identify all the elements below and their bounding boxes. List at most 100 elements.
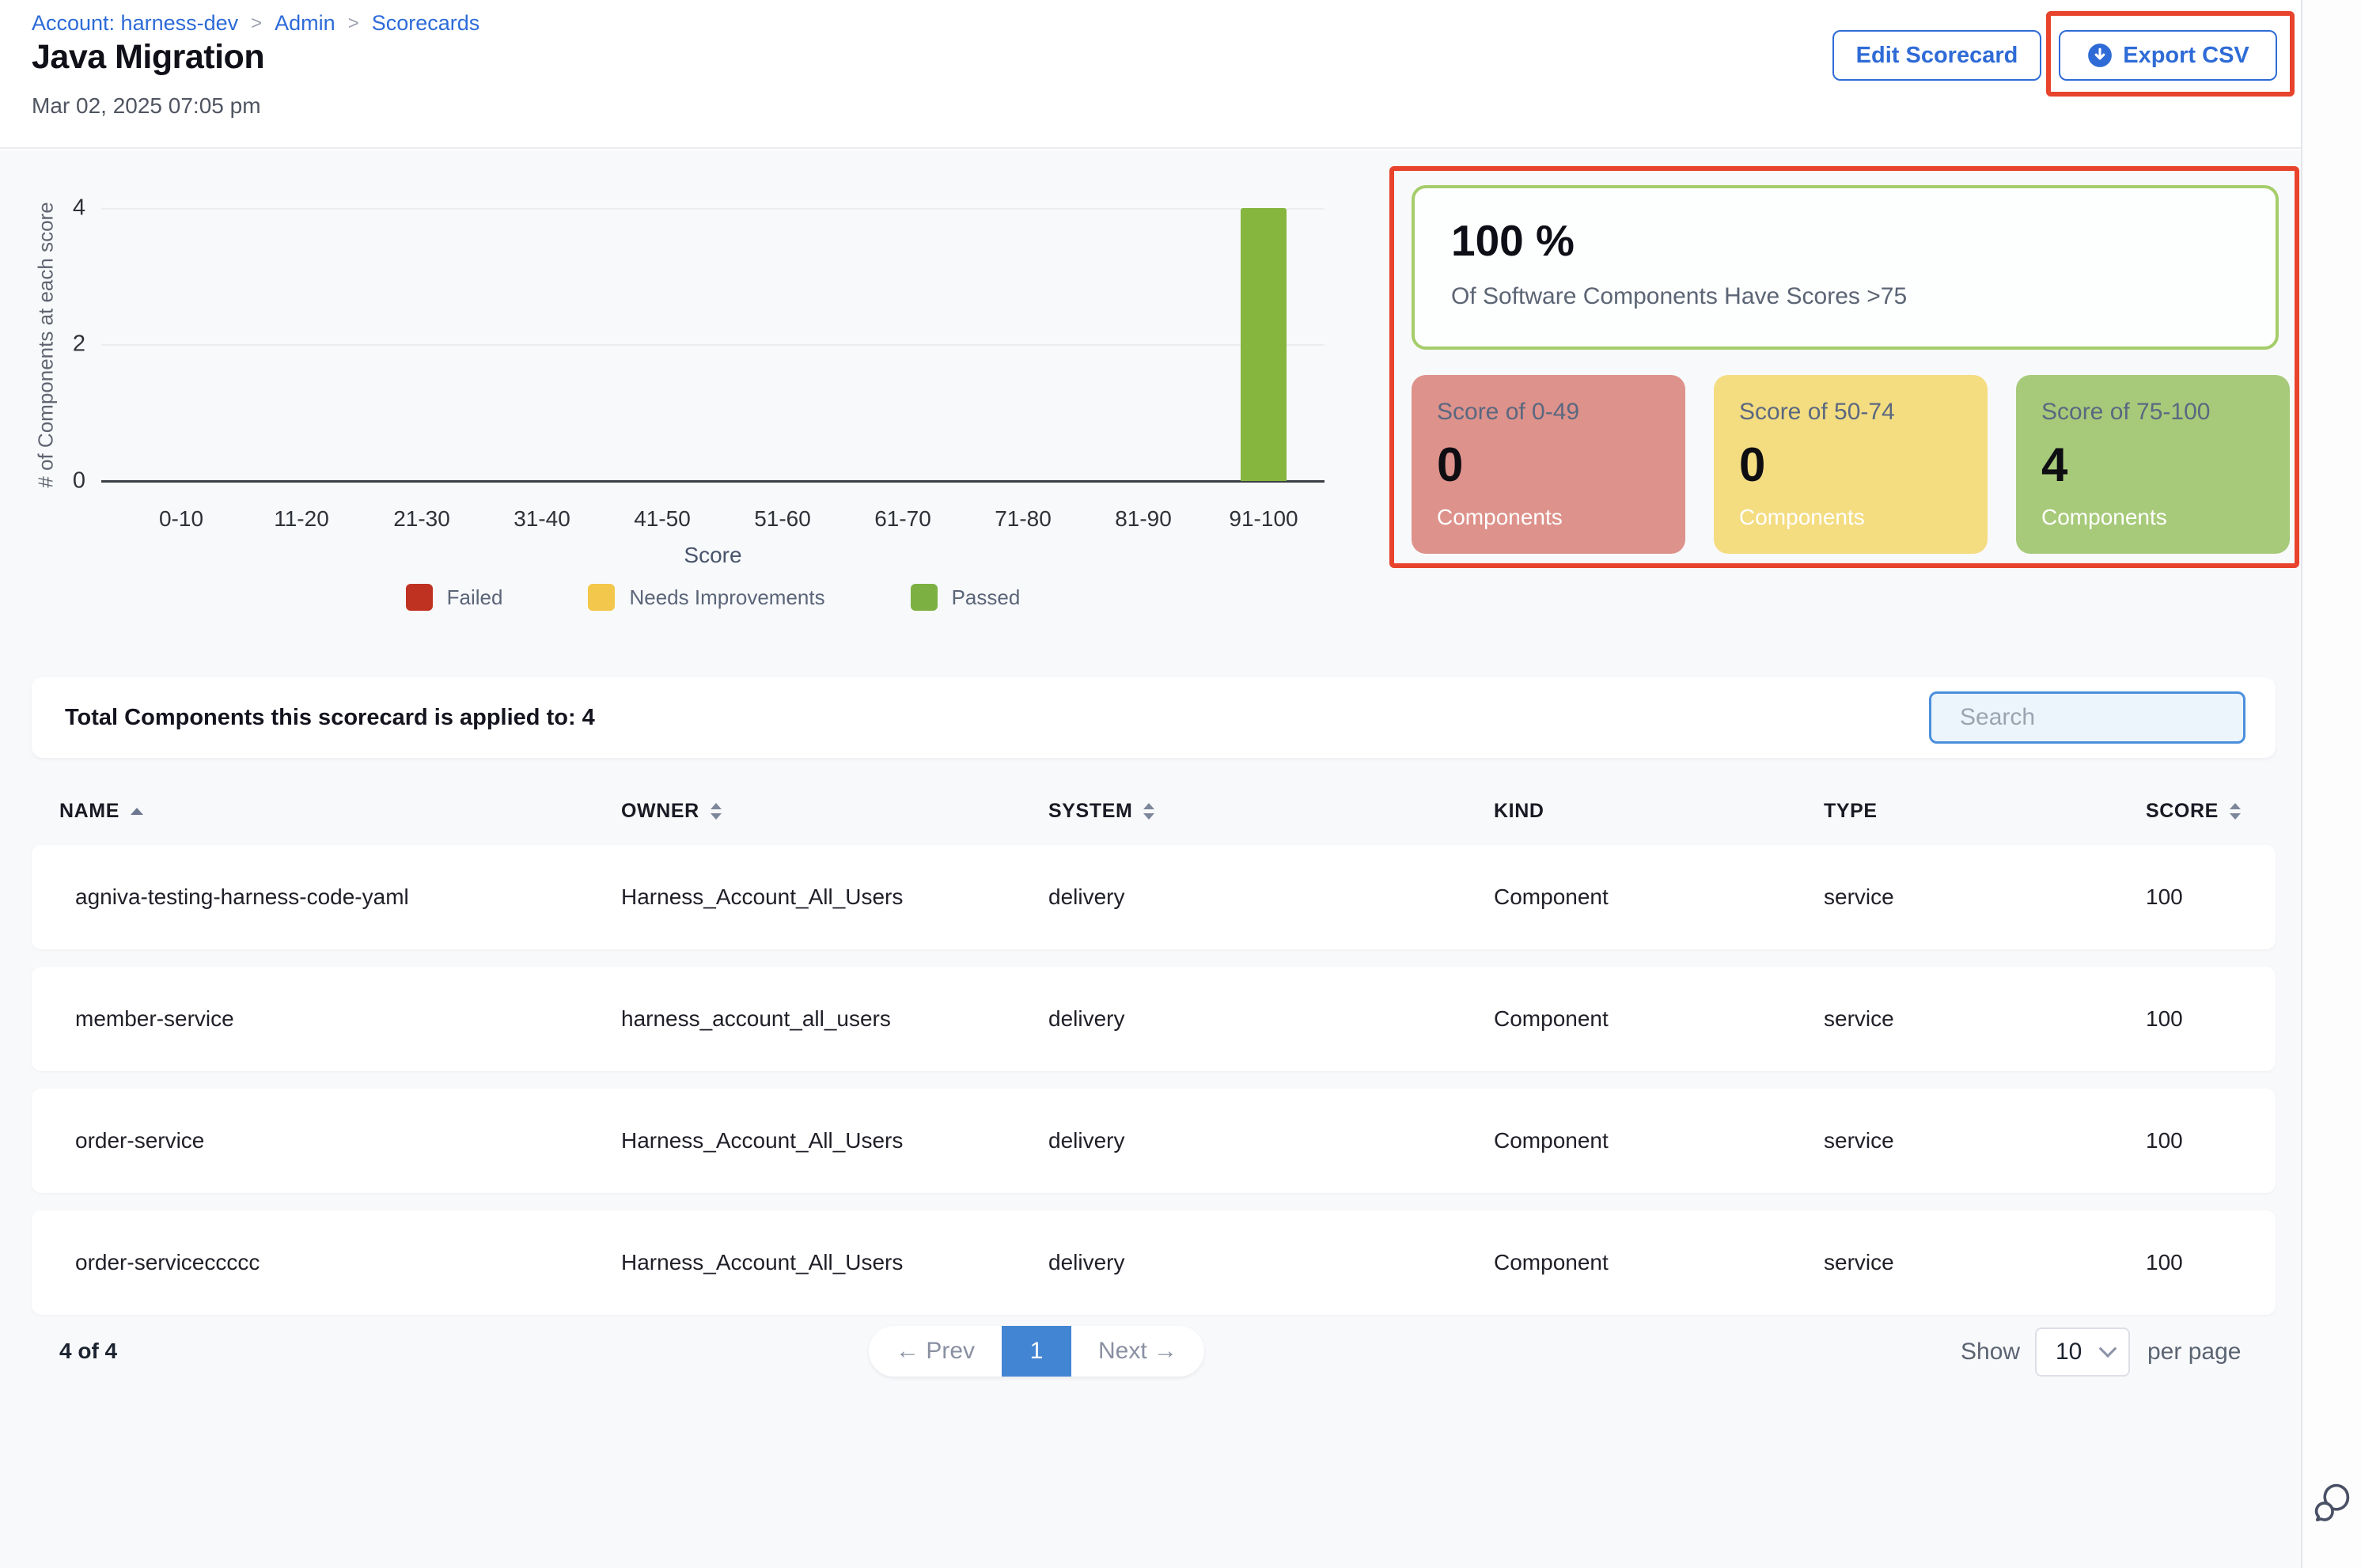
chart-x-axis-title: Score (684, 543, 742, 567)
column-header-kind[interactable]: KIND (1494, 800, 1824, 823)
page-timestamp: Mar 02, 2025 07:05 pm (32, 93, 261, 118)
cell-type: service (1824, 884, 1894, 909)
percent-caption: Of Software Components Have Scores >75 (1451, 283, 1908, 309)
x-tick-label: 11-20 (274, 506, 329, 531)
page-1-button[interactable]: 1 (1002, 1326, 1071, 1377)
column-header-system[interactable]: SYSTEM (1048, 800, 1494, 823)
x-tick-label: 71-80 (995, 506, 1052, 531)
sort-icon (1143, 802, 1155, 820)
cell-owner: Harness_Account_All_Users (621, 1250, 904, 1274)
export-csv-button[interactable]: Export CSV (2059, 30, 2277, 81)
breadcrumb: Account: harness-dev > Admin > Scorecard… (32, 11, 479, 36)
table-row[interactable]: order-serviceccccc Harness_Account_All_U… (32, 1210, 2276, 1315)
cell-system: delivery (1048, 1128, 1125, 1153)
gridline-4 (101, 208, 1325, 210)
page-title: Java Migration (32, 38, 265, 76)
table-header-row: NAME OWNER SYSTEM KIND TYPE SCORE (32, 793, 2276, 829)
x-tick-label: 61-70 (874, 506, 931, 531)
cell-name: order-service (75, 1128, 205, 1153)
cell-name: agniva-testing-harness-code-yaml (75, 884, 409, 909)
bar-91-100 (1241, 208, 1287, 481)
legend-label: Passed (951, 585, 1021, 609)
column-header-name[interactable]: NAME (59, 800, 621, 823)
per-page-value: 10 (2056, 1339, 2082, 1365)
x-tick-label: 31-40 (514, 506, 570, 531)
table-row[interactable]: member-service harness_account_all_users… (32, 967, 2276, 1071)
search-box[interactable] (1929, 691, 2265, 744)
per-page-select[interactable]: 10 (2035, 1327, 2130, 1377)
cell-type: service (1824, 1006, 1894, 1031)
prev-page-button[interactable]: ← Prev (895, 1338, 976, 1364)
score-card-count: 4 (2041, 438, 2068, 491)
score-card-title: Score of 50-74 (1739, 399, 1895, 425)
score-card-75-100: Score of 75-100 4 Components (2016, 375, 2290, 554)
gridline-2 (101, 344, 1325, 346)
cell-owner: harness_account_all_users (621, 1006, 891, 1031)
y-tick-2: 2 (72, 331, 85, 357)
cell-name: member-service (75, 1006, 234, 1031)
cell-score: 100 (2146, 1250, 2183, 1274)
x-tick-label: 91-100 (1229, 506, 1298, 531)
cell-system: delivery (1048, 1006, 1125, 1031)
pagination: ← Prev 1 Next → (869, 1326, 1204, 1377)
row-range-label: 4 of 4 (59, 1339, 118, 1363)
show-label: Show (1961, 1339, 2021, 1365)
cell-name: order-serviceccccc (75, 1250, 260, 1274)
score-card-unit: Components (1437, 505, 1563, 529)
score-card-title: Score of 0-49 (1437, 399, 1580, 425)
edit-scorecard-label: Edit Scorecard (1855, 42, 2018, 68)
table-row[interactable]: agniva-testing-harness-code-yaml Harness… (32, 845, 2276, 949)
failed-swatch-icon (405, 584, 433, 611)
right-rail (2301, 0, 2361, 1568)
column-label: NAME (59, 799, 120, 822)
x-tick-label: 51-60 (754, 506, 811, 531)
export-csv-label: Export CSV (2123, 42, 2249, 68)
x-tick-label: 21-30 (393, 506, 450, 531)
y-tick-4: 4 (72, 195, 85, 221)
score-card-count: 0 (1437, 438, 1464, 491)
cell-kind: Component (1494, 1250, 1609, 1274)
legend-item-passed: Passed (910, 584, 1021, 611)
cell-score: 100 (2146, 884, 2183, 909)
column-label: KIND (1494, 799, 1544, 822)
score-card-0-49: Score of 0-49 0 Components (1412, 375, 1685, 554)
cell-system: delivery (1048, 884, 1125, 909)
column-label: OWNER (621, 799, 699, 822)
per-page-suffix: per page (2147, 1339, 2242, 1365)
breadcrumb-scorecards[interactable]: Scorecards (371, 11, 480, 35)
score-card-unit: Components (1739, 505, 1865, 529)
search-input[interactable] (1960, 704, 2265, 731)
chat-icon[interactable] (2307, 1478, 2356, 1527)
x-tick-label: 81-90 (1115, 506, 1172, 531)
chart-x-tick-labels: 0-10 11-20 21-30 31-40 41-50 51-60 61-70 71-80 8… (101, 506, 1325, 538)
score-card-count: 0 (1739, 438, 1766, 491)
table-toolbar: Total Components this scorecard is appli… (32, 677, 2276, 758)
score-card-title: Score of 75-100 (2041, 399, 2211, 425)
next-page-button[interactable]: Next → (1097, 1338, 1178, 1364)
x-tick-label: 0-10 (158, 506, 204, 531)
score-card-50-74: Score of 50-74 0 Components (1714, 375, 1988, 554)
column-label: SYSTEM (1048, 799, 1133, 822)
score-card-unit: Components (2041, 505, 2167, 529)
cell-owner: Harness_Account_All_Users (621, 1128, 904, 1153)
column-header-type[interactable]: TYPE (1824, 800, 2146, 823)
column-header-score[interactable]: SCORE (2146, 800, 2276, 823)
cell-type: service (1824, 1128, 1894, 1153)
sort-icon (2229, 802, 2241, 820)
needs-improvements-swatch-icon (588, 584, 616, 611)
legend-label: Needs Improvements (629, 585, 825, 609)
breadcrumb-account[interactable]: Account: harness-dev (32, 11, 239, 35)
chart-legend: Failed Needs Improvements Passed (101, 584, 1325, 611)
cell-type: service (1824, 1250, 1894, 1274)
edit-scorecard-button[interactable]: Edit Scorecard (1832, 30, 2041, 81)
column-header-owner[interactable]: OWNER (621, 800, 1048, 823)
passed-swatch-icon (910, 584, 938, 611)
total-components-label: Total Components this scorecard is appli… (65, 704, 595, 730)
table-row[interactable]: order-service Harness_Account_All_Users … (32, 1089, 2276, 1193)
breadcrumb-admin[interactable]: Admin (275, 11, 335, 35)
cell-owner: Harness_Account_All_Users (621, 884, 904, 909)
cell-kind: Component (1494, 1006, 1609, 1031)
chevron-down-icon (2098, 1339, 2117, 1358)
x-axis-line (101, 480, 1325, 483)
